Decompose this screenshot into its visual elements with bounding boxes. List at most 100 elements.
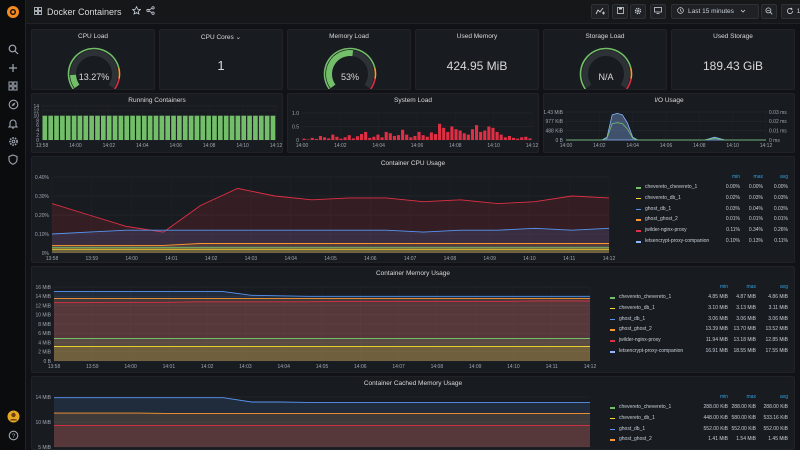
refresh-interval: 10s (796, 8, 800, 15)
star-icon[interactable] (131, 5, 141, 17)
legend-min-value: 13.39 MiB (705, 326, 728, 333)
running-bar (165, 115, 170, 140)
user-avatar[interactable] (5, 408, 21, 424)
system-load-panel[interactable]: System Load 1.0 0.5 0 14:00 14:02 14:04 14:06 1… (287, 93, 539, 153)
legend-series-swatch (636, 230, 641, 232)
search-icon[interactable] (5, 41, 21, 57)
legend-row[interactable]: ghost_db_1 552.00 KiB 552.00 KiB 552.00 KiB (604, 425, 792, 435)
chevron-down-icon[interactable]: ⌄ (235, 34, 242, 41)
running-containers-panel[interactable]: Running Containers 14 12 10 8 6 4 2 0 13:58 14:00… (31, 93, 283, 153)
y-right-tick-label: 0.01 ms (769, 128, 787, 134)
legend-row[interactable]: ghost_ghost_2 13.39 MiB 13.70 MiB 13.52 MiB (604, 325, 792, 335)
cpu-load-panel[interactable]: CPU Load 13.27% (31, 29, 155, 90)
legend-avg-value: 0.26% (773, 227, 788, 234)
legend-row[interactable]: chevereto_db_1 0.02% 0.03% 0.03% (630, 194, 792, 204)
legend-avg-header[interactable]: avg (779, 174, 788, 180)
legend-max-header[interactable]: max (746, 394, 756, 400)
dashboard-settings-button[interactable] (630, 4, 646, 19)
storage-load-panel[interactable]: Storage Load N/A (543, 29, 667, 90)
legend-min-header[interactable]: min (731, 174, 740, 180)
legend-row[interactable]: ghost_db_1 3.06 MiB 3.06 MiB 3.06 MiB (604, 315, 792, 325)
system-load-bar (376, 134, 380, 140)
running-bar (253, 115, 258, 140)
x-tick-label: 13:58 (36, 143, 49, 149)
legend-series-name: chevereto_db_1 (619, 414, 655, 421)
x-tick-label: 14:04 (136, 143, 149, 149)
zoom-out-button[interactable] (761, 4, 777, 19)
y-tick-label: 0.20% (35, 213, 50, 219)
system-load-bar (388, 133, 392, 140)
legend-row[interactable]: chevereto_chevereto_1 288.00 KiB 288.00 Ki… (604, 403, 792, 413)
used-memory-panel[interactable]: Used Memory 424.95 MiB (415, 29, 539, 90)
x-tick-label: 14:04 (277, 364, 290, 370)
series-area (52, 243, 609, 253)
system-load-bar (331, 134, 335, 140)
legend-max-value: 552.00 KiB (731, 425, 756, 432)
legend-min-value: 552.00 KiB (703, 425, 728, 432)
used-storage-panel[interactable]: Used Storage 189.43 GiB (671, 29, 795, 90)
legend-row[interactable]: ghost_ghost_2 0.01% 0.01% 0.01% (630, 215, 792, 225)
io-usage-panel[interactable]: I/O Usage 1.43 MiB 977 KiB 488 KiB 0 B 14:00… (543, 93, 795, 153)
shield-icon[interactable] (5, 151, 21, 167)
legend-row[interactable]: ghost_ghost_2 1.41 MiB 1.54 MiB 1.45 MiB (604, 435, 792, 445)
help-icon[interactable]: ? (5, 427, 21, 443)
legend-max-value: 0.00% (748, 184, 763, 190)
legend-row[interactable]: jwilder-nginx-proxy 11.94 MiB 13.18 MiB 12.… (604, 336, 792, 346)
cpu-cores-panel[interactable]: CPU Cores ⌄ 1 (159, 29, 283, 90)
legend-max-header[interactable]: max (746, 284, 756, 290)
memory-load-panel[interactable]: Memory Load 53% (287, 29, 411, 90)
panel-title: Container Cached Memory Usage (363, 380, 463, 387)
configuration-gear-icon[interactable] (5, 133, 21, 149)
running-bar (141, 115, 147, 140)
legend-min-header[interactable]: min (719, 394, 728, 400)
add-panel-button[interactable] (591, 4, 609, 19)
svg-text:?: ? (11, 433, 15, 440)
share-icon[interactable] (145, 6, 155, 17)
system-load-bar (372, 136, 376, 140)
x-tick-label: 14:02 (103, 143, 116, 149)
refresh-picker[interactable]: 10s (781, 4, 800, 19)
legend-avg-header[interactable]: avg (779, 394, 788, 400)
running-bar (223, 115, 229, 140)
tv-mode-button[interactable] (650, 4, 666, 19)
legend-series-swatch (610, 297, 615, 299)
legend-row[interactable]: jwilder-nginx-proxy 0.11% 0.34% 0.26% (630, 226, 792, 236)
dashboard-title[interactable]: Docker Containers (47, 6, 122, 17)
x-tick-label: 14:11 (563, 256, 575, 262)
legend-avg-value: 552.00 KiB (763, 425, 788, 432)
cpu-load-value: 13.27% (78, 72, 110, 82)
container-cpu-usage-panel[interactable]: Container CPU Usage 0.40% 0.30% 0.20% 0.10%… (31, 156, 795, 263)
legend-row[interactable]: chevereto_db_1 448.00 KiB 580.00 KiB 533.16… (604, 414, 792, 424)
legend-row[interactable]: chevereto_db_1 3.10 MiB 3.13 MiB 3.11 MiB (604, 304, 792, 314)
legend-avg-header[interactable]: avg (779, 284, 788, 290)
dashboards-icon[interactable] (5, 78, 21, 94)
system-load-bar (384, 131, 388, 140)
container-cached-memory-panel[interactable]: Container Cached Memory Usage 14 MiB 10 M… (31, 376, 795, 450)
alerting-bell-icon[interactable] (5, 115, 21, 131)
system-load-bar (355, 136, 359, 140)
legend-series-swatch (610, 439, 615, 441)
legend-row[interactable]: chevereto_chevereto_1 0.00% 0.00% 0.00% (630, 183, 792, 193)
cpu-cores-title: CPU Cores (200, 34, 234, 41)
container-memory-usage-panel[interactable]: Container Memory Usage 16 MiB 14 MiB 12 Mi… (31, 266, 795, 373)
x-tick-label: 14:05 (316, 364, 329, 370)
plus-icon[interactable] (5, 60, 21, 76)
panel-title: System Load (394, 97, 432, 104)
explore-icon[interactable] (5, 96, 21, 112)
time-range-picker[interactable]: Last 15 minutes (671, 4, 759, 19)
system-load-bar (335, 136, 339, 140)
running-bar (65, 115, 71, 140)
legend-max-header[interactable]: max (753, 174, 763, 180)
system-load-bar (499, 134, 503, 140)
legend-row[interactable]: letsencrypt-proxy-companion 0.10% 0.13% 0.1… (630, 237, 792, 247)
legend-min-header[interactable]: min (719, 284, 728, 290)
system-load-bar (479, 131, 483, 140)
legend-min-value: 3.06 MiB (708, 315, 728, 322)
legend-row[interactable]: chevereto_chevereto_1 4.85 MiB 4.87 MiB 4.8… (604, 293, 792, 303)
grafana-logo-icon[interactable] (5, 4, 21, 20)
save-dashboard-button[interactable] (612, 4, 628, 19)
legend-row[interactable]: ghost_db_1 0.03% 0.04% 0.03% (630, 205, 792, 215)
panel-title: Storage Load (585, 33, 625, 40)
y-tick-label: 8 (36, 118, 39, 124)
legend-row[interactable]: letsencrypt-proxy-companion 16.91 MiB 18.5… (604, 347, 792, 357)
